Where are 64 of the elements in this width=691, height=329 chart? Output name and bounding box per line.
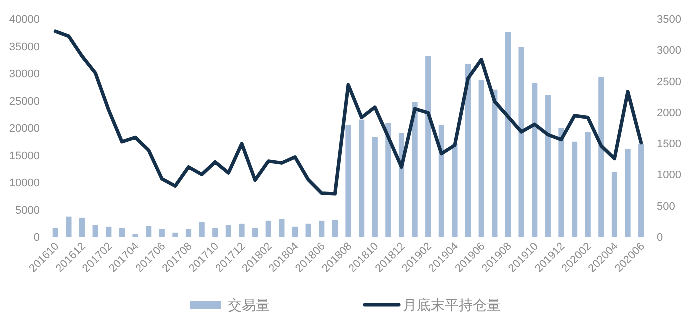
bar [239,224,245,237]
y2-tick-label: 3500 [657,14,682,26]
bar [106,226,112,237]
legend-label: 月底末平持仓量 [403,297,501,313]
bar [558,128,564,237]
bar [412,102,418,237]
bar [386,123,392,237]
bar [359,120,365,237]
bar [79,218,86,237]
bar [226,225,232,237]
y2-tick-label: 0 [657,232,664,244]
bar [466,64,472,237]
y-tick-label: 35000 [9,41,40,54]
bar [252,228,258,237]
bar [585,132,591,237]
y-tick-label: 30000 [9,68,40,80]
y-tick-label: 10000 [9,178,40,190]
bar [172,232,178,237]
y2-tick-label: 1500 [657,138,682,151]
bar [438,125,444,237]
bar [492,90,498,237]
bar [292,226,298,237]
bar [266,220,272,237]
bar [625,148,631,237]
y-tick-label: 20000 [9,123,40,135]
bar [612,172,618,237]
y-tick-label: 25000 [9,96,40,108]
y-tick-label: 15000 [9,150,40,162]
bar [452,144,458,237]
y2-tick-label: 3000 [657,45,682,58]
bar [199,222,205,237]
bar [92,225,98,237]
y-tick-label: 40000 [9,14,40,26]
line-series [54,30,644,196]
y2-tick-label: 500 [657,200,676,213]
bar [426,56,432,237]
y2-tick-label: 2500 [657,76,682,88]
bar [212,228,218,237]
y2-tick-label: 1000 [657,170,682,182]
bar [119,228,126,237]
bar [545,95,551,237]
bar [372,136,378,237]
bar [478,80,484,237]
bar [518,47,524,237]
bar [638,144,644,237]
y-tick-label: 5000 [16,204,40,217]
bar [279,219,285,237]
bar [186,229,192,237]
bar [319,220,325,237]
bar [332,220,338,237]
bar [159,229,165,237]
bar [572,142,578,237]
bar [598,77,604,237]
bar [146,226,152,237]
bar [66,216,72,237]
bar [52,228,58,237]
bar [532,83,538,237]
bar [306,224,312,237]
bar [132,234,138,237]
legend-label: 交易量 [228,297,270,313]
y2-tick-label: 2000 [657,107,682,120]
y-tick-label: 0 [34,232,40,244]
bar [346,125,352,237]
bar [505,32,512,237]
